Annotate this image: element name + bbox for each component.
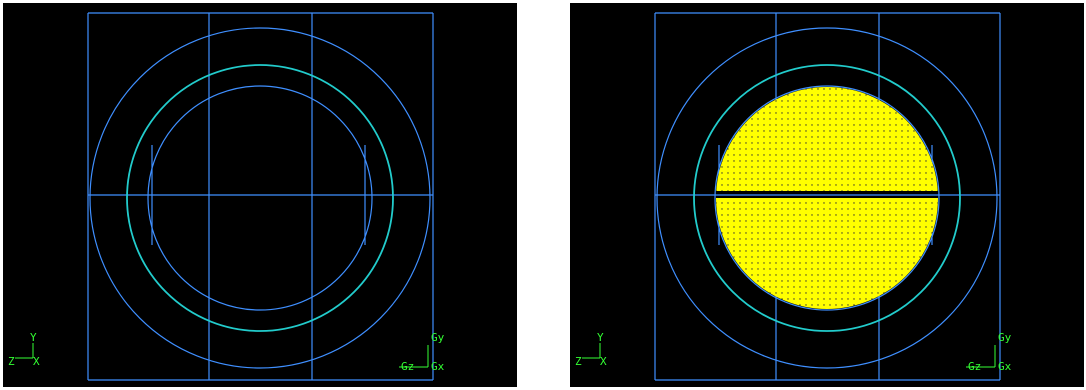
viewer: Y Z X Gy Gz Gx Y Z X Gy Gz Gx [0,0,1086,390]
axis-label: Y [30,331,37,344]
axis-label: Gx [431,360,445,373]
axis-label: X [600,355,607,368]
axis-label: Gz [401,360,414,373]
axis-label: Z [8,355,15,368]
axis-label: Gx [998,360,1012,373]
panel-right: Y Z X Gy Gz Gx [570,3,1084,387]
axis-label: Gz [968,360,981,373]
axis-label: Gy [998,331,1012,344]
axis-label: Gy [431,331,445,344]
axis-label: X [33,355,40,368]
panel-left: Y Z X Gy Gz Gx [3,3,517,387]
axis-label: Z [575,355,582,368]
axis-label: Y [597,331,604,344]
